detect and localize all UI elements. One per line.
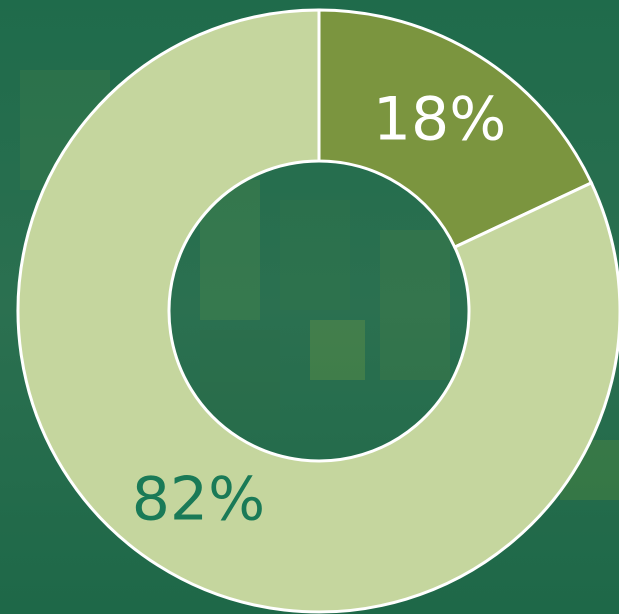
value-label: 82% <box>132 465 265 535</box>
value-label: 18% <box>373 85 506 155</box>
page: 18%82% (() => { const data = JSON.parse(… <box>0 0 619 614</box>
chart: 18% 82% <box>0 0 619 614</box>
